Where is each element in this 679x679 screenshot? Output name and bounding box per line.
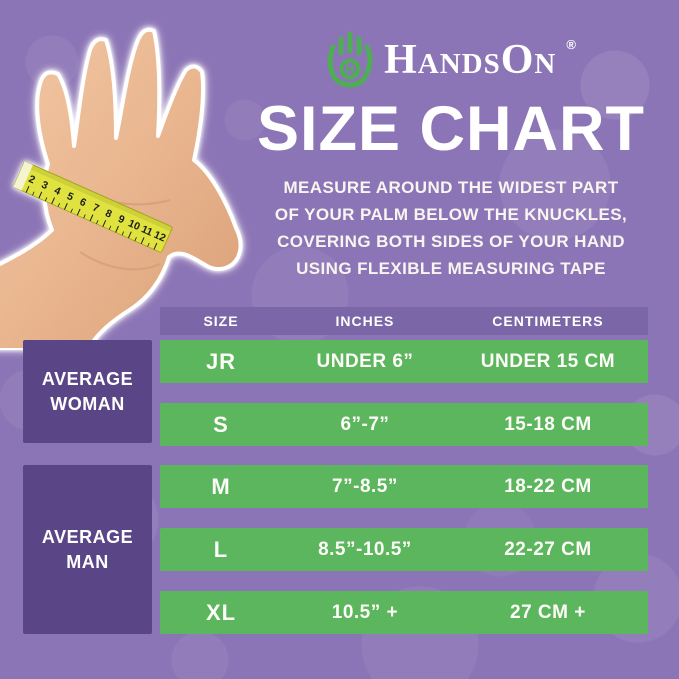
centimeters-cell: 18-22 CM xyxy=(504,475,592,497)
page-title: SIZE CHART xyxy=(257,94,645,164)
size-cell: XL xyxy=(205,599,237,625)
tape-number: 3 xyxy=(39,179,49,192)
hand-with-measuring-tape-image: 2 3 4 5 6 7 8 9 10 11 12 xyxy=(0,27,243,350)
column-header-size: SIZE xyxy=(203,313,239,329)
inches-cell: 6”-7” xyxy=(340,413,390,435)
tape-number: 10 xyxy=(126,217,142,233)
group-label-line: AVERAGE xyxy=(41,368,134,389)
table-row-l: L 8.5”-10.5” 22-27 CM xyxy=(160,528,648,571)
size-cell: M xyxy=(211,473,231,499)
column-header-centimeters: CENTIMETERS xyxy=(492,313,604,329)
brand-name: HandsOn xyxy=(384,37,557,83)
centimeters-cell: 15-18 CM xyxy=(504,413,592,435)
centimeters-cell: UNDER 15 CM xyxy=(480,350,616,372)
tape-number: 8 xyxy=(103,207,113,220)
tape-number: 5 xyxy=(65,190,75,203)
subtitle-line: MEASURE AROUND THE WIDEST PART xyxy=(283,178,619,197)
registered-trademark: ® xyxy=(566,37,576,52)
tape-number: 6 xyxy=(78,196,88,209)
centimeters-cell: 27 CM + xyxy=(510,601,586,623)
subtitle-line: OF YOUR PALM BELOW THE KNUCKLES, xyxy=(274,205,628,224)
column-header-inches: INCHES xyxy=(335,313,395,329)
table-row-m: M 7”-8.5” 18-22 CM xyxy=(160,465,648,508)
inches-cell: 8.5”-10.5” xyxy=(318,538,412,560)
measuring-tape: 2 3 4 5 6 7 8 9 10 11 12 xyxy=(13,161,173,253)
group-label-line: WOMAN xyxy=(50,393,125,414)
size-cell: L xyxy=(213,536,229,562)
group-label-line: MAN xyxy=(66,551,109,572)
tape-numbers: 2 3 4 5 6 7 8 9 10 11 12 xyxy=(27,173,168,245)
tape-number: 4 xyxy=(52,184,62,197)
table-header-row: SIZE INCHES CENTIMETERS xyxy=(160,307,648,335)
header: H HandsOn ® SIZE CHART MEASURE AROUND TH… xyxy=(245,30,657,282)
subtitle-line: USING FLEXIBLE MEASURING TAPE xyxy=(296,259,606,278)
measuring-instructions: MEASURE AROUND THE WIDEST PART OF YOUR P… xyxy=(245,174,657,282)
tape-number: 7 xyxy=(91,202,101,215)
tape-number: 2 xyxy=(27,173,37,186)
tape-number: 11 xyxy=(139,223,154,239)
table-row-jr: JR UNDER 6” UNDER 15 CM xyxy=(160,340,648,383)
logo-monogram: H xyxy=(346,63,355,77)
inches-cell: UNDER 6” xyxy=(316,350,414,372)
handson-hand-logo-icon: H xyxy=(327,31,373,88)
table-row-xl: XL 10.5” + 27 CM + xyxy=(160,591,648,634)
brand-logo: H HandsOn ® xyxy=(245,30,657,94)
group-label-line: AVERAGE xyxy=(41,526,134,547)
size-cell: S xyxy=(213,411,229,437)
group-label-average-man: AVERAGE MAN xyxy=(23,465,152,634)
size-cell: JR xyxy=(205,348,237,374)
centimeters-cell: 22-27 CM xyxy=(504,538,592,560)
tape-number: 12 xyxy=(152,229,168,245)
inches-cell: 10.5” + xyxy=(331,601,399,623)
inches-cell: 7”-8.5” xyxy=(332,475,398,497)
table-row-s: S 6”-7” 15-18 CM xyxy=(160,403,648,446)
tape-number: 9 xyxy=(116,213,126,226)
tape-tick-marks xyxy=(25,185,158,250)
subtitle-line: COVERING BOTH SIDES OF YOUR HAND xyxy=(277,232,625,251)
group-label-average-woman: AVERAGE WOMAN xyxy=(23,340,152,443)
